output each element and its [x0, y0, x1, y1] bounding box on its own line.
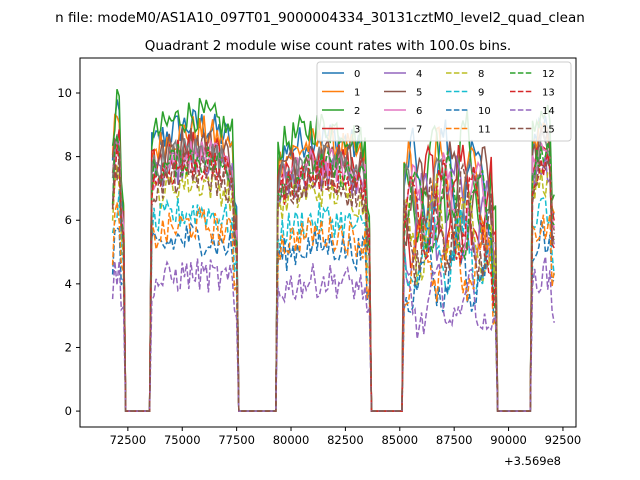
series-line-8	[111, 165, 555, 412]
x-tick-label: 92500	[545, 433, 582, 447]
y-tick-label: 6	[65, 213, 72, 227]
legend-label: 6	[416, 106, 422, 117]
y-tick-label: 4	[65, 277, 72, 291]
series-line-15	[111, 155, 555, 412]
y-tick-label: 2	[65, 340, 72, 354]
legend-label: 14	[542, 106, 555, 117]
chart-title: Quadrant 2 module wise count rates with …	[145, 38, 511, 54]
x-tick-label: 90000	[490, 433, 527, 447]
series-line-12	[111, 135, 555, 412]
x-tick-label: 72500	[110, 433, 147, 447]
x-tick-label: 75000	[164, 433, 201, 447]
legend-label: 8	[478, 69, 484, 80]
y-tick-label: 8	[65, 150, 72, 164]
x-tick-label: 85000	[381, 433, 418, 447]
x-tick-label: 77500	[218, 433, 255, 447]
legend-label: 11	[478, 125, 491, 136]
series-line-11	[111, 202, 555, 412]
legend-label: 3	[354, 125, 360, 136]
legend-label: 9	[478, 88, 484, 99]
x-tick-label: 82500	[327, 433, 364, 447]
x-tick-label: 80000	[273, 433, 310, 447]
legend-label: 10	[478, 106, 491, 117]
y-axis: 0 2 4 6 8 10	[57, 86, 80, 418]
series-line-14	[111, 256, 555, 412]
series-line-9	[111, 190, 555, 412]
plot-frame	[79, 57, 577, 428]
legend-frame	[316, 61, 572, 142]
legend-label: 1	[354, 88, 360, 99]
legend-label: 13	[542, 88, 555, 99]
legend-label: 0	[354, 69, 360, 80]
legend-label: 15	[542, 125, 555, 136]
y-tick-label: 0	[65, 404, 72, 418]
figure-suptitle: n file: modeM0/AS1A10_097T01_9000004334_…	[55, 10, 585, 26]
legend-label: 5	[416, 88, 422, 99]
series-line-10	[111, 220, 555, 412]
x-offset-text: +3.569e8	[504, 454, 561, 468]
legend-label: 12	[542, 69, 555, 80]
x-tick-label: 87500	[436, 433, 473, 447]
legend-label: 7	[416, 125, 422, 136]
x-axis: 72500 75000 77500 80000 82500 85000 87500 90000…	[110, 427, 582, 447]
legend-label: 2	[354, 106, 360, 117]
y-tick-label: 10	[57, 86, 72, 100]
legend-label: 4	[416, 69, 422, 80]
series-line-6	[112, 136, 555, 412]
